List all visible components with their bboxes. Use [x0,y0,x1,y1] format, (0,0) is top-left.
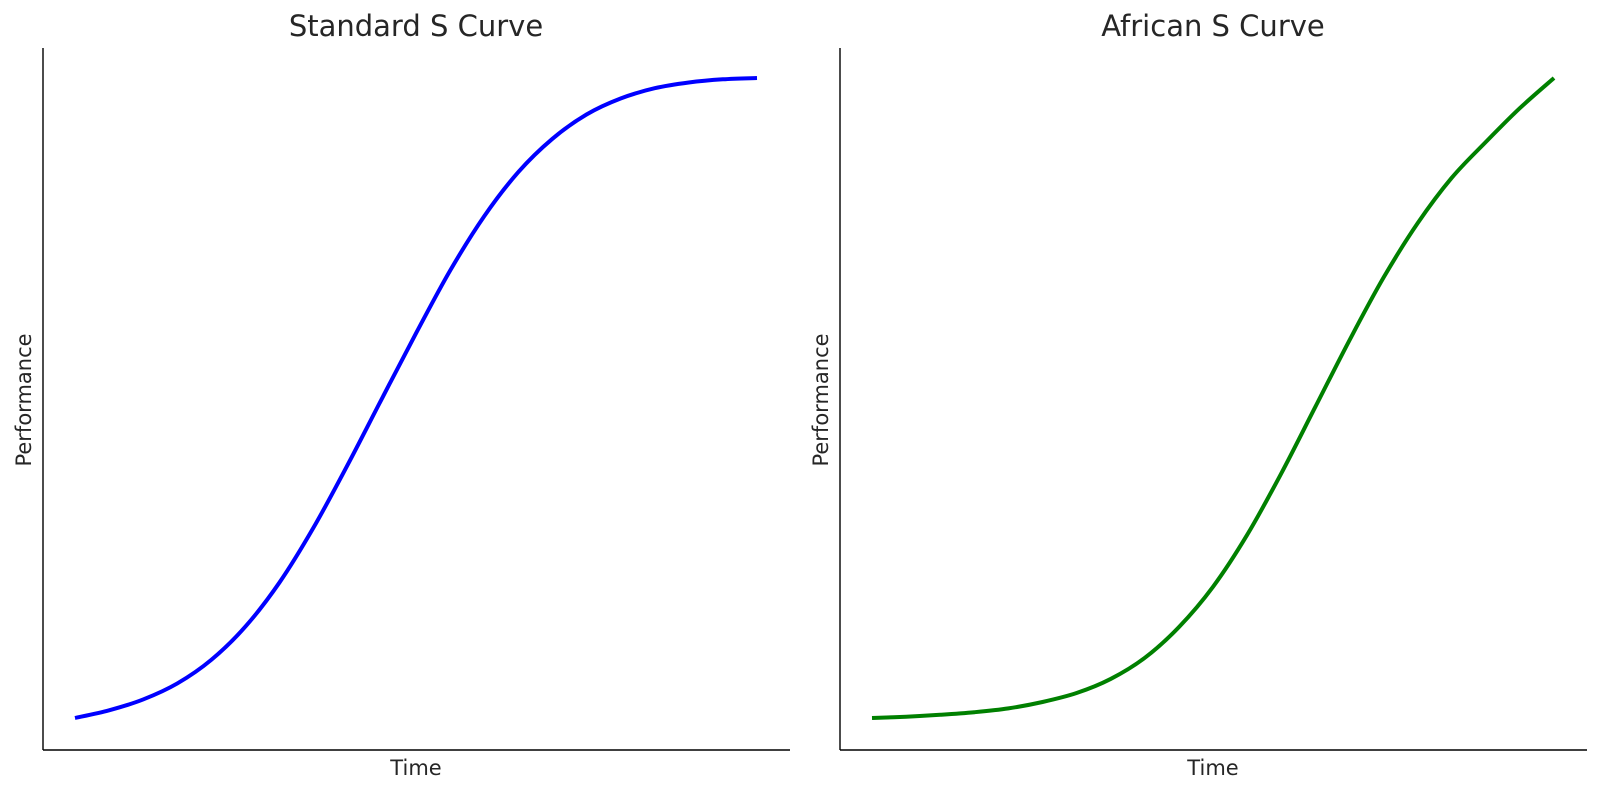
chart-african: African S Curve Time Performance [809,9,1587,780]
chart-standard: Standard S Curve Time Performance [12,9,790,780]
x-axis-label: Time [389,756,441,780]
y-axis-label: Performance [809,333,833,466]
y-axis-label: Performance [12,333,36,466]
series-line-standard [74,76,758,720]
x-axis-label: Time [1186,756,1238,780]
chart-title: African S Curve [1101,9,1325,43]
series-line-african [871,76,1556,720]
chart-title: Standard S Curve [289,9,543,43]
